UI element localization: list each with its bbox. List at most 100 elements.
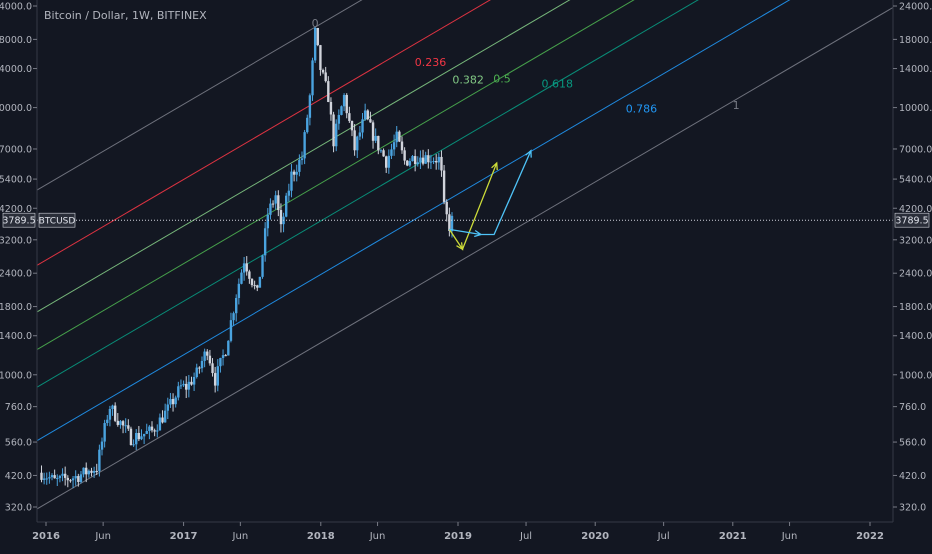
candle-body [250,278,254,286]
candle-body [258,276,262,288]
candle-body [263,228,267,256]
x-tick-label: 2021 [719,531,747,542]
candle-body [421,157,425,164]
candle-body [182,383,185,386]
fib-line-1 [36,7,894,510]
candle-body [187,381,191,390]
candle-body [279,210,283,225]
y-tick-label: 320.0 [5,503,32,514]
candle-body [137,432,141,440]
y-tick-label: 5400.0 [0,175,32,186]
fib-label-0-236: 0.236 [415,56,447,69]
candle-body [392,142,396,150]
fib-channel: 0 0.236 0.382 0.5 0.618 0.786 1 [36,0,894,510]
fib-label-1: 1 [733,99,740,112]
candle-body [53,475,56,479]
y-tick-label: 14000.0 [0,64,32,75]
x-tick-label: Jun [781,531,798,542]
price-tags: 3789.5 BTCUSD 3789.5 [2,212,930,228]
projection-arrowhead-1 [491,161,498,171]
candle-body [63,473,67,478]
candle-body [427,155,430,163]
y-tick-label: 24000.0 [0,2,32,13]
candle-body [369,119,372,123]
candle-body [408,161,412,166]
candle-body [390,149,393,156]
y-tick-label: 420.0 [5,471,32,482]
fib-line-0-5 [36,0,635,350]
y-tick-label: 18000.0 [899,35,932,46]
candle-body [203,351,206,361]
price-tag-right: 3789.5 [895,216,928,227]
candle-body [66,477,70,481]
candle-body [87,470,91,475]
candle-body [45,478,48,480]
candle-body [363,110,367,120]
fib-label-0: 0 [312,17,319,30]
candle-body [166,404,169,411]
candle-body [42,478,46,480]
candle-body [379,150,383,152]
candle-body [103,423,106,442]
y-tick-label: 7000.0 [899,144,932,155]
candle-body [329,101,333,115]
candle-body [356,136,359,151]
candle-body [153,430,156,432]
candle-body [206,351,209,356]
y-tick-label: 320.0 [899,503,926,514]
x-tick-label: Jun [94,531,111,542]
x-axis: 2016 Jun 2017 Jun 2018 Jun 2019 Jul 2020 Jul 2021 J… [32,521,893,542]
fib-line-0-382 [36,0,571,313]
candle-body [179,385,183,387]
x-tick-label: 2019 [444,531,472,542]
fib-line-0-786 [36,0,791,442]
fib-line-0-618 [36,0,699,388]
y-axis-right: 320.0 420.0 560.0 760.0 1000.0 1400.0 1800.0 24… [892,0,932,522]
y-tick-label: 1800.0 [899,302,932,313]
candle-body [361,119,364,133]
y-tick-label: 760.0 [5,402,32,413]
y-tick-label: 3200.0 [899,235,932,246]
candle-body [69,480,72,482]
fib-label-0-5: 0.5 [493,73,511,86]
candle-body [327,81,330,102]
candle-body [348,113,351,121]
candle-body [429,161,433,163]
candle-body [400,141,404,151]
candle-body [124,425,127,427]
candle-body [132,444,135,446]
y-tick-label: 10000.0 [899,103,932,114]
candle-body [245,263,248,272]
candle-body [92,470,96,473]
x-tick-label: 2017 [170,531,198,542]
candle-body [290,171,293,191]
projection-mid-arrowhead-2 [474,229,483,238]
candle-body [142,433,146,437]
candle-body [366,110,369,120]
candle-body [119,421,122,425]
candle-body [237,283,241,298]
candle-body [216,366,219,386]
candle-body [229,320,233,341]
candle-body [448,214,451,231]
candle-body [224,355,227,357]
x-tick-label: 2020 [581,531,609,542]
y-tick-label: 2400.0 [899,269,932,280]
candle-body [332,114,335,147]
candle-body [177,386,180,398]
y-tick-label: 5400.0 [899,175,932,186]
candle-body [174,397,177,405]
candle-body [324,72,327,82]
y-tick-label: 3200.0 [0,235,32,246]
candle-body [213,373,217,386]
candle-body [303,132,306,159]
candle-body [256,285,259,288]
candle-body [298,160,301,172]
candle-body [253,285,256,287]
candle-body [300,158,304,161]
y-tick-label: 1000.0 [899,370,932,381]
candle-body [385,156,388,168]
candle-body [374,135,377,141]
candle-body [227,340,230,356]
